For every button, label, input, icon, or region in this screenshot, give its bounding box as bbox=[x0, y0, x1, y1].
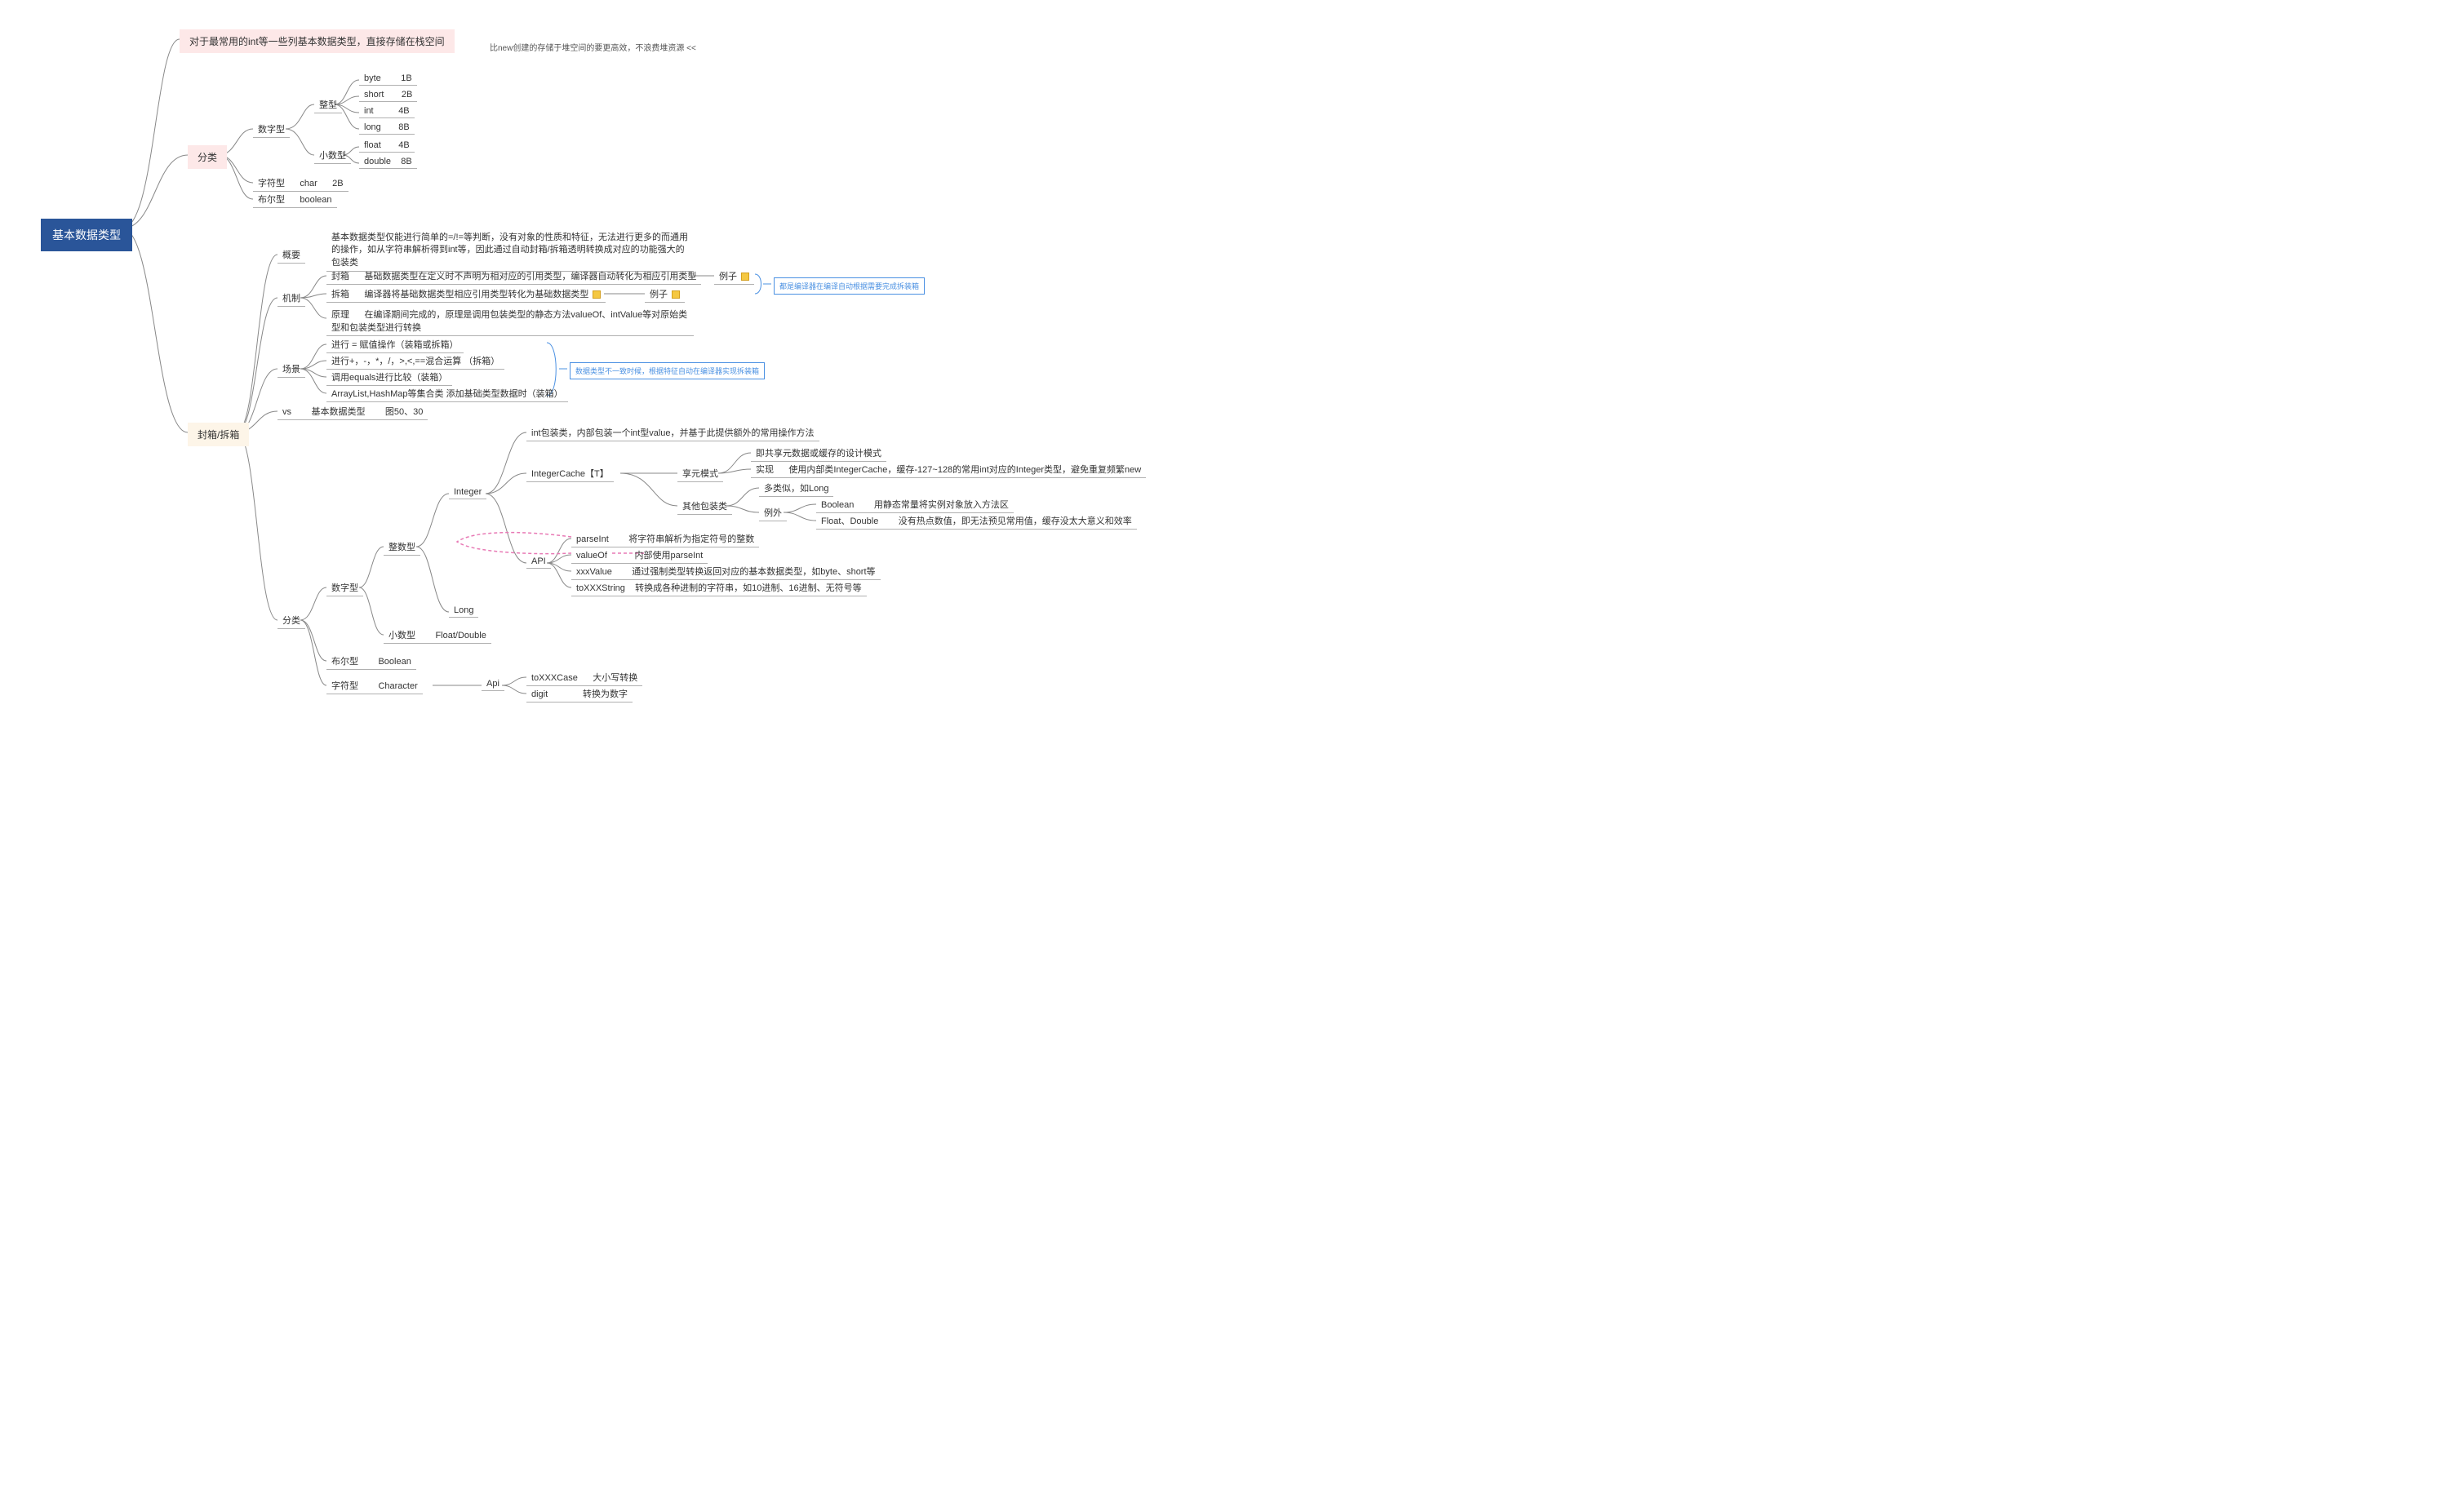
summary-label[interactable]: 概要 bbox=[277, 246, 305, 264]
api-node[interactable]: API bbox=[526, 555, 551, 569]
stack-note: 比new创建的存储于堆空间的要更高效，不浪费堆资源 << bbox=[490, 41, 696, 53]
wrapper-category[interactable]: 分类 bbox=[277, 612, 305, 629]
flyweight-desc: 即共享元数据或缓存的设计模式 bbox=[751, 445, 886, 462]
char-api[interactable]: Api bbox=[482, 677, 504, 691]
wrapper-numeric[interactable]: 数字型 bbox=[326, 579, 363, 596]
toxxxcase-node: toXXXCase 大小写转换 bbox=[526, 669, 642, 686]
decimal-group[interactable]: 小数型 bbox=[314, 147, 351, 164]
short-node: short 2B bbox=[359, 88, 417, 102]
note-icon bbox=[741, 273, 749, 281]
integer-node[interactable]: Integer bbox=[449, 485, 486, 499]
mindmap-root: 基本数据类型 对于最常用的int等一些列基本数据类型，直接存储在栈空间 比new… bbox=[16, 16, 1224, 751]
flyweight-impl: 实现 使用内部类IntegerCache，缓存-127~128的常用int对应的… bbox=[751, 461, 1146, 478]
numeric-type[interactable]: 数字型 bbox=[253, 121, 290, 138]
scene-2: 进行+，-，*，/，>,<,==混合运算 （拆箱） bbox=[326, 352, 504, 370]
root-node[interactable]: 基本数据类型 bbox=[41, 219, 132, 251]
digit-node: digit 转换为数字 bbox=[526, 685, 633, 703]
decimal-wrapper[interactable]: 小数型 Float/Double bbox=[384, 627, 491, 644]
parseint-node[interactable]: parseInt 将字符串解析为指定符号的整数 bbox=[571, 530, 759, 547]
exc-boolean: Boolean 用静态常量将实例对象放入方法区 bbox=[816, 496, 1014, 513]
scene-label[interactable]: 场景 bbox=[277, 361, 305, 378]
byte-node: byte 1B bbox=[359, 72, 417, 86]
char-group[interactable]: 字符型 char 2B bbox=[253, 175, 349, 192]
other-similar: 多类似，如Long bbox=[759, 480, 833, 497]
connector-lines bbox=[16, 16, 1224, 751]
bool-wrapper[interactable]: 布尔型 Boolean bbox=[326, 653, 416, 670]
boxing-label[interactable]: 封箱 基础数据类型在定义时不声明为相对应的引用类型，编译器自动转化为相应引用类型 bbox=[326, 268, 701, 285]
stack-storage-node[interactable]: 对于最常用的int等一些列基本数据类型，直接存储在栈空间 bbox=[180, 29, 455, 53]
mechanism-note: 都是编译器在编译自动根据需要完成拆装箱 bbox=[774, 277, 925, 295]
bool-group[interactable]: 布尔型 boolean bbox=[253, 191, 337, 208]
vs-label[interactable]: vs 基本数据类型 图50、30 bbox=[277, 403, 428, 420]
mechanism-label[interactable]: 机制 bbox=[277, 290, 305, 307]
boxing-example[interactable]: 例子 bbox=[714, 268, 754, 285]
unboxing-example[interactable]: 例子 bbox=[645, 286, 685, 303]
char-wrapper[interactable]: 字符型 Character bbox=[326, 677, 423, 694]
other-exception[interactable]: 例外 bbox=[759, 504, 787, 521]
exc-float: Float、Double 没有热点数值，即无法预见常用值，缓存没太大意义和效率 bbox=[816, 512, 1137, 530]
flyweight-node[interactable]: 享元模式 bbox=[677, 465, 723, 482]
other-wrapper[interactable]: 其他包装类 bbox=[677, 498, 732, 515]
summary-text: 基本数据类型仅能进行简单的=/!=等判断，没有对象的性质和特征，无法进行更多的而… bbox=[326, 230, 694, 272]
toxxxstring-node[interactable]: toXXXString 转换成各种进制的字符串，如10进制、16进制、无符号等 bbox=[571, 579, 867, 596]
boxing-node[interactable]: 封箱/拆箱 bbox=[188, 423, 249, 446]
valueof-node[interactable]: valueOf 内部使用parseInt bbox=[571, 547, 708, 564]
note-icon bbox=[593, 290, 601, 299]
int-node: int 4B bbox=[359, 104, 415, 118]
long-wrapper[interactable]: Long bbox=[449, 604, 478, 618]
long-node: long 8B bbox=[359, 121, 415, 135]
note-icon bbox=[672, 290, 680, 299]
category-node[interactable]: 分类 bbox=[188, 145, 227, 169]
principle-label[interactable]: 原理 在编译期间完成的，原理是调用包装类型的静态方法valueOf、intVal… bbox=[326, 306, 694, 336]
unboxing-label[interactable]: 拆箱 编译器将基础数据类型相应引用类型转化为基础数据类型 bbox=[326, 286, 606, 303]
wrapper-int-type[interactable]: 整数型 bbox=[384, 539, 420, 556]
int-group[interactable]: 整型 bbox=[314, 96, 342, 113]
xxxvalue-node[interactable]: xxxValue 通过强制类型转换返回对应的基本数据类型，如byte、short… bbox=[571, 563, 881, 580]
scene-1: 进行 = 赋值操作（装箱或拆箱） bbox=[326, 336, 464, 353]
scene-note: 数据类型不一致时候，根据特征自动在编译器实现拆装箱 bbox=[570, 362, 765, 379]
scene-3: 调用equals进行比较（装箱） bbox=[326, 369, 452, 386]
integer-desc: int包装类，内部包装一个int型value，并基于此提供额外的常用操作方法 bbox=[526, 424, 819, 441]
double-node: double 8B bbox=[359, 155, 417, 169]
float-node: float 4B bbox=[359, 139, 415, 153]
scene-4: ArrayList,HashMap等集合类 添加基础类型数据时（装箱） bbox=[326, 385, 568, 402]
integer-cache[interactable]: IntegerCache【T】 bbox=[526, 465, 614, 482]
